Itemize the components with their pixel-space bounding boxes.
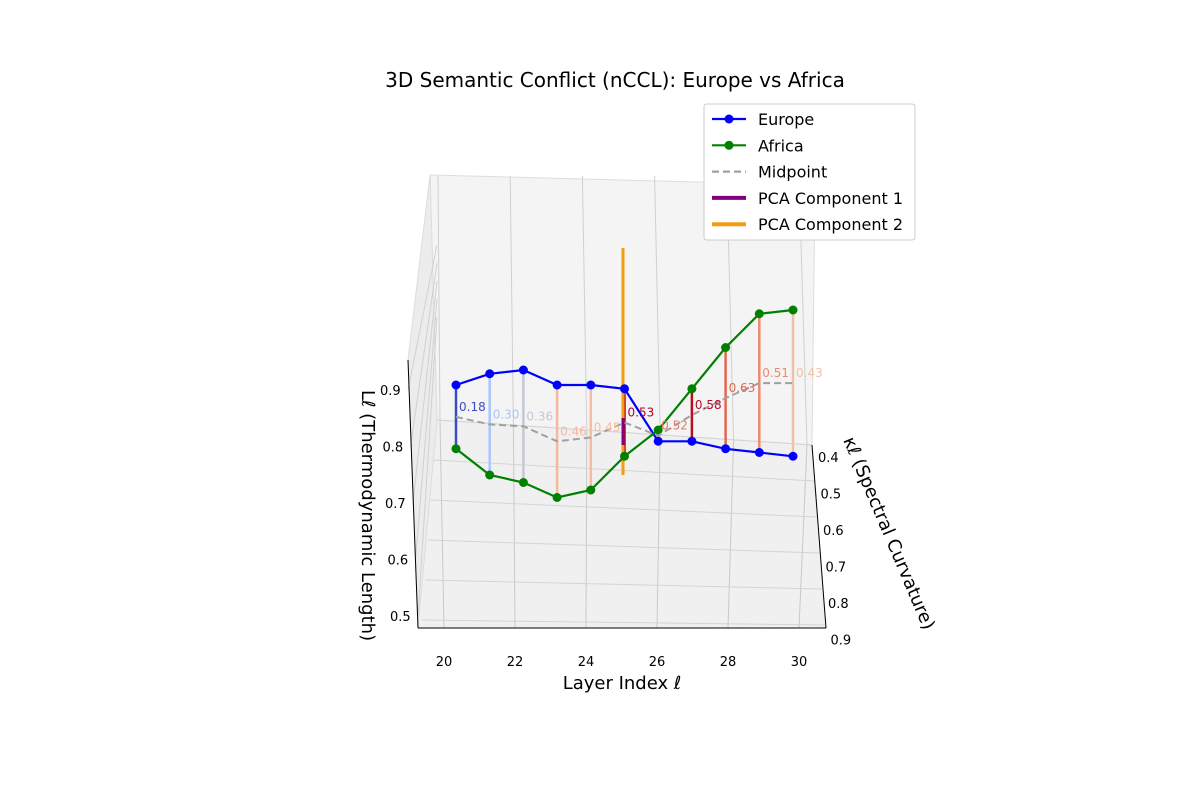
conflict-label: 0.18 [459, 400, 486, 414]
legend-marker [724, 114, 734, 124]
legend-entry: Europe [712, 110, 814, 129]
point-europe [552, 380, 562, 390]
y-tick-label: 0.7 [826, 561, 847, 576]
y-tick-label: 0.6 [823, 524, 844, 539]
y-tick-label: 0.5 [821, 488, 842, 503]
legend-marker [724, 140, 734, 150]
conflict-label: 0.46 [560, 424, 587, 438]
z-tick-label: 0.6 [388, 554, 409, 569]
conflict-label: 0.43 [796, 366, 823, 380]
axes-lines [407, 359, 827, 629]
point-europe [788, 451, 798, 461]
legend-label: PCA Component 1 [758, 189, 903, 208]
point-europe [620, 384, 629, 394]
grid-line-back [509, 175, 514, 427]
point-africa [754, 309, 764, 319]
point-europe [451, 380, 461, 390]
x-tick-label: 30 [791, 655, 808, 670]
y-tick-labels: 0.4 0.5 0.6 0.7 0.8 0.9 [818, 451, 851, 649]
z-tick-label: 0.5 [390, 610, 411, 625]
grid-line-x [585, 431, 588, 629]
point-africa [788, 305, 798, 315]
conflict-label: 0.63 [729, 381, 756, 395]
legend-label: Europe [758, 110, 814, 129]
legend-label: Africa [758, 136, 804, 155]
point-europe [586, 380, 596, 390]
point-europe [754, 448, 764, 457]
grid-line-back [654, 175, 661, 436]
y-tick-label: 0.8 [828, 597, 849, 612]
grid-line-x [439, 421, 445, 629]
x-tick-label: 24 [578, 655, 595, 670]
grid-line-z [410, 262, 438, 447]
series-layer [451, 305, 798, 502]
z-tick-labels: 0.5 0.6 0.7 0.8 0.9 [380, 384, 411, 625]
legend-entry: PCA Component 2 [712, 215, 903, 234]
legend-label: PCA Component 2 [758, 215, 903, 234]
legend-label: Midpoint [758, 163, 827, 182]
legend-entry: Midpoint [712, 163, 827, 182]
grid-line-back [581, 175, 588, 432]
x-tick-label: 20 [436, 655, 453, 670]
grid-line-y [430, 499, 818, 518]
grid-line-z [407, 244, 438, 391]
x-tick-labels: 20 22 24 26 28 30 [436, 655, 808, 670]
z-tick-label: 0.7 [385, 497, 406, 512]
point-europe [485, 369, 495, 379]
point-africa [586, 485, 596, 495]
x-tick-label: 22 [507, 655, 524, 670]
y-axis-label: κℓ (Spectral Curvature) [838, 434, 938, 633]
grid-line-x [727, 440, 735, 629]
point-europe [518, 365, 528, 375]
grid-line-y [424, 579, 823, 590]
grid-line-x [798, 444, 808, 629]
conflict-label: 0.45 [594, 421, 621, 435]
grid-line-x [656, 435, 661, 629]
conflict-labels: 0.18 0.30 0.36 0.46 0.45 0.53 0.52 0.58 0.63 0.51… [459, 366, 823, 438]
grid-line-x [512, 426, 516, 629]
grid-line-z [417, 316, 438, 617]
legend: Europe Africa Midpoint PCA Component 1 PCA C… [703, 103, 916, 241]
grid-line-z [415, 298, 438, 560]
y-tick-label: 0.4 [818, 451, 839, 466]
conflict-label: 0.36 [526, 409, 553, 423]
point-africa [518, 478, 528, 487]
z-tick-label: 0.8 [383, 441, 404, 456]
point-africa [552, 493, 562, 502]
legend-entry: PCA Component 1 [712, 189, 903, 208]
x-tick-label: 28 [720, 655, 737, 670]
y-tick-label: 0.9 [831, 634, 852, 649]
z-axis-label: Lℓ (Thermodynamic Length) [357, 390, 378, 641]
x-axis-label: Layer Index ℓ [563, 673, 682, 694]
conflict-label: 0.58 [695, 398, 722, 412]
point-africa [653, 425, 663, 435]
point-africa [620, 451, 629, 461]
conflict-label: 0.53 [628, 406, 655, 420]
point-europe [653, 436, 663, 446]
conflict-label: 0.52 [661, 419, 688, 433]
grid-line-y [421, 619, 825, 626]
chart-title: 3D Semantic Conflict (nCCL): Europe vs A… [385, 68, 845, 92]
legend-entry: Africa [712, 136, 804, 155]
point-africa [721, 343, 731, 352]
point-europe [687, 436, 697, 446]
x-tick-label: 26 [649, 655, 666, 670]
grid-line-y [427, 539, 820, 554]
series-line-midpoint [455, 382, 793, 443]
conflict-label: 0.30 [493, 407, 520, 421]
point-europe [721, 444, 731, 454]
grid-line-back [437, 175, 441, 423]
grid-line-z [412, 280, 438, 504]
point-africa [485, 470, 495, 480]
z-tick-label: 0.9 [380, 384, 401, 399]
point-africa [451, 444, 461, 454]
conflict-label: 0.51 [762, 366, 789, 380]
point-africa [687, 384, 697, 394]
